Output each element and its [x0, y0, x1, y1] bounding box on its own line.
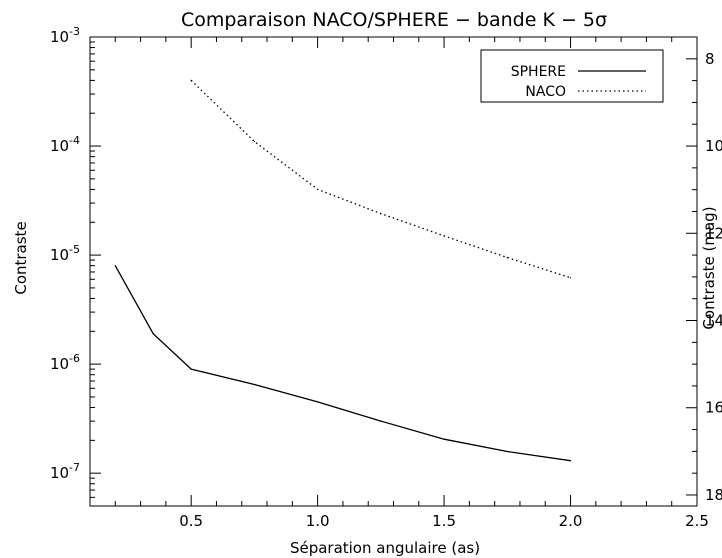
x-tick-label: 2.5 — [685, 512, 709, 530]
y2-tick-label: 16 — [705, 399, 722, 417]
x-axis-label: Séparation angulaire (as) — [290, 539, 480, 557]
legend-label-naco: NACO — [525, 84, 566, 100]
data-point-naco — [443, 235, 445, 237]
y2-tick-label: 10 — [705, 137, 722, 155]
y-tick-label: 10-5 — [50, 243, 80, 264]
data-point-sphere — [152, 333, 154, 335]
y2-tick-label: 18 — [705, 486, 722, 504]
data-point-naco — [190, 79, 192, 81]
series-layer — [114, 79, 572, 462]
x-tick-label: 1.0 — [306, 512, 330, 530]
data-point-sphere — [317, 401, 319, 403]
y2-axis-label: Contraste (mag) — [700, 206, 718, 329]
data-point-naco — [380, 213, 382, 215]
legend: SPHERE NACO — [480, 49, 664, 103]
y-tick-label: 10-4 — [50, 134, 80, 155]
data-point-sphere — [114, 265, 116, 267]
axes: 0.5 1.0 1.5 2.0 2.5 10-3 10-4 10-5 10-6 10-7 8 10 12… — [50, 25, 722, 530]
legend-box — [480, 49, 664, 103]
y2-tick-label: 8 — [705, 50, 715, 68]
data-point-sphere — [190, 368, 192, 370]
data-point-naco — [317, 188, 319, 191]
data-point-sphere — [506, 450, 508, 453]
chart-title: Comparaison NACO/SPHERE − bande K − 5σ — [181, 9, 607, 31]
y2-tick-label: 14 — [705, 312, 722, 330]
y-tick-label: 10-7 — [50, 461, 80, 482]
x-tick-label: 1.5 — [432, 512, 456, 530]
x-tick-label: 2.0 — [559, 512, 583, 530]
y2-tick-label: 12 — [705, 224, 722, 242]
x-tick-label: 0.5 — [179, 512, 203, 530]
legend-label-sphere: SPHERE — [511, 64, 566, 80]
y-tick-label: 10-6 — [50, 352, 80, 373]
data-point-sphere — [443, 438, 445, 440]
y-tick-label: 10-3 — [50, 25, 80, 46]
data-point-naco — [253, 140, 255, 143]
data-point-sphere — [253, 383, 255, 386]
data-point-naco — [569, 277, 572, 279]
y-axis-label: Contraste — [12, 221, 30, 294]
data-point-naco — [506, 256, 508, 259]
data-point-sphere — [569, 460, 572, 462]
data-point-sphere — [380, 420, 382, 422]
